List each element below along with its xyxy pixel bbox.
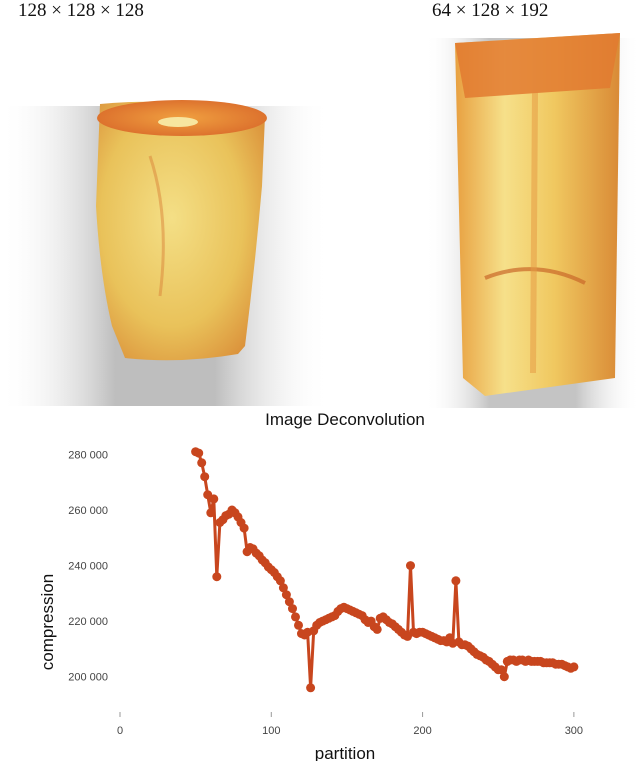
series-line <box>194 450 575 690</box>
knee-volume-texture <box>148 155 165 297</box>
series-points <box>191 447 579 693</box>
data-point <box>209 494 219 504</box>
y-tick-label: 220 000 <box>68 616 108 628</box>
data-point <box>288 604 297 614</box>
data-point <box>284 597 294 607</box>
y-axis-label: compression <box>38 574 57 670</box>
data-point <box>239 523 249 533</box>
data-point <box>496 665 506 675</box>
data-point <box>372 624 382 634</box>
y-tick-label: 280 000 <box>68 449 108 461</box>
x-tick-label: 0 <box>117 725 123 737</box>
knee-volume-highlight <box>158 117 198 127</box>
data-point <box>197 458 207 468</box>
data-point <box>194 448 204 458</box>
volume-render-64-128-192 <box>425 33 640 408</box>
y-tick-label: 260 000 <box>68 505 108 517</box>
data-point <box>569 662 579 672</box>
data-point <box>212 572 222 582</box>
x-tick-label: 100 <box>262 725 280 737</box>
chart-title: Image Deconvolution <box>265 410 425 429</box>
data-point <box>294 620 303 630</box>
knee-volume-body <box>96 101 265 361</box>
data-point <box>499 672 509 682</box>
data-point <box>200 472 210 482</box>
leg-volume-top <box>455 33 620 98</box>
data-point <box>406 561 415 571</box>
x-axis: 0 100 200 300 <box>117 712 583 737</box>
data-point <box>451 576 461 586</box>
y-tick-label: 240 000 <box>68 561 108 573</box>
data-point <box>281 590 291 600</box>
compression-chart: Image Deconvolution partition compressio… <box>38 410 583 761</box>
y-axis: 200 000 220 000 240 000 260 000 280 000 <box>68 449 108 683</box>
data-point <box>278 583 288 593</box>
y-tick-label: 200 000 <box>68 672 108 684</box>
x-axis-label: partition <box>315 744 375 761</box>
leg-volume-texture <box>530 92 538 374</box>
x-tick-label: 300 <box>565 725 583 737</box>
data-point <box>291 612 300 622</box>
volume-render-128-cube <box>0 100 330 406</box>
leg-volume-body <box>455 33 620 396</box>
volume-label-right: 64 × 128 × 192 <box>432 0 549 21</box>
data-point <box>306 683 316 693</box>
data-point <box>206 508 216 518</box>
x-tick-label: 200 <box>413 725 431 737</box>
data-point <box>275 576 285 586</box>
volume-label-left: 128 × 128 × 128 <box>18 0 144 21</box>
